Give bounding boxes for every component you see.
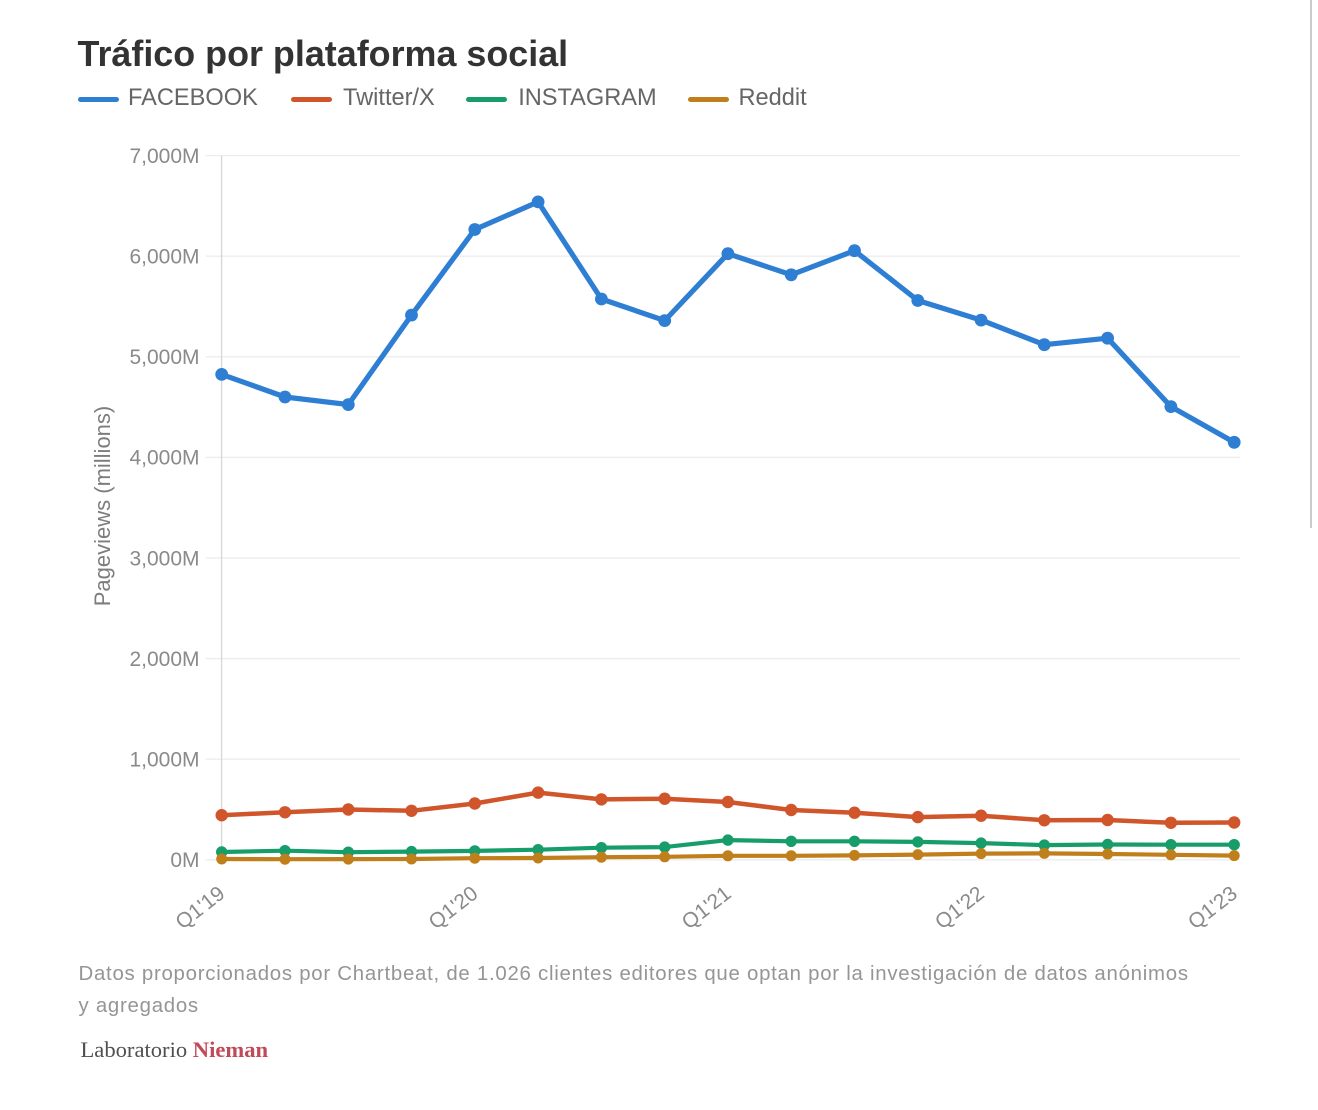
svg-text:Q1'23: Q1'23: [1184, 882, 1242, 934]
svg-text:6,000M: 6,000M: [129, 246, 199, 269]
svg-text:0M: 0M: [170, 849, 199, 872]
svg-text:Q1'22: Q1'22: [931, 882, 989, 934]
svg-text:4,000M: 4,000M: [129, 447, 199, 470]
svg-text:Pageviews (millions): Pageviews (millions): [90, 406, 115, 607]
svg-text:Q1'19: Q1'19: [171, 882, 229, 934]
svg-text:2,000M: 2,000M: [129, 648, 199, 671]
svg-text:3,000M: 3,000M: [129, 547, 199, 570]
svg-text:Q1'21: Q1'21: [678, 882, 736, 934]
svg-text:1,000M: 1,000M: [129, 749, 199, 772]
svg-text:Q1'20: Q1'20: [425, 882, 483, 934]
svg-text:7,000M: 7,000M: [129, 145, 199, 168]
svg-text:5,000M: 5,000M: [129, 346, 199, 369]
